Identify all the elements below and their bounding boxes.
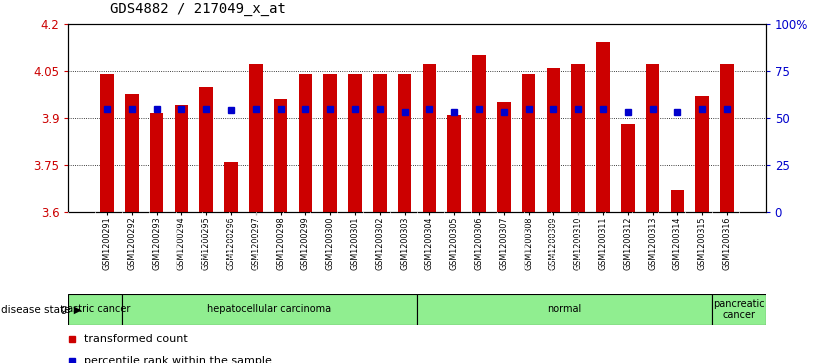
Bar bbox=[199, 86, 213, 212]
Bar bbox=[596, 42, 610, 212]
Bar bbox=[274, 99, 288, 212]
Bar bbox=[348, 74, 362, 212]
Bar bbox=[398, 74, 411, 212]
Bar bbox=[68, 294, 122, 325]
Text: transformed count: transformed count bbox=[83, 334, 188, 344]
Bar bbox=[249, 65, 263, 212]
Bar bbox=[224, 162, 238, 212]
Bar bbox=[373, 74, 387, 212]
Bar bbox=[324, 74, 337, 212]
Bar bbox=[122, 294, 417, 325]
Bar bbox=[100, 74, 113, 212]
Bar bbox=[299, 74, 312, 212]
Bar bbox=[497, 102, 510, 212]
Text: hepatocellular carcinoma: hepatocellular carcinoma bbox=[208, 305, 332, 314]
Bar bbox=[417, 294, 712, 325]
Bar bbox=[423, 65, 436, 212]
Bar bbox=[546, 68, 560, 212]
Bar bbox=[696, 96, 709, 212]
Bar bbox=[174, 105, 188, 212]
Text: normal: normal bbox=[547, 305, 581, 314]
Bar bbox=[447, 115, 461, 212]
Bar bbox=[671, 190, 685, 212]
Bar bbox=[472, 55, 486, 212]
Bar bbox=[522, 74, 535, 212]
Text: percentile rank within the sample: percentile rank within the sample bbox=[83, 356, 272, 363]
Bar bbox=[721, 65, 734, 212]
Bar bbox=[621, 124, 635, 212]
Text: GDS4882 / 217049_x_at: GDS4882 / 217049_x_at bbox=[110, 2, 286, 16]
Bar bbox=[149, 113, 163, 212]
Bar bbox=[646, 65, 660, 212]
Bar bbox=[571, 65, 585, 212]
Text: gastric cancer: gastric cancer bbox=[61, 305, 130, 314]
Bar bbox=[712, 294, 766, 325]
Text: pancreatic
cancer: pancreatic cancer bbox=[713, 299, 765, 320]
Text: disease state ▶: disease state ▶ bbox=[1, 305, 82, 314]
Bar bbox=[125, 94, 138, 212]
